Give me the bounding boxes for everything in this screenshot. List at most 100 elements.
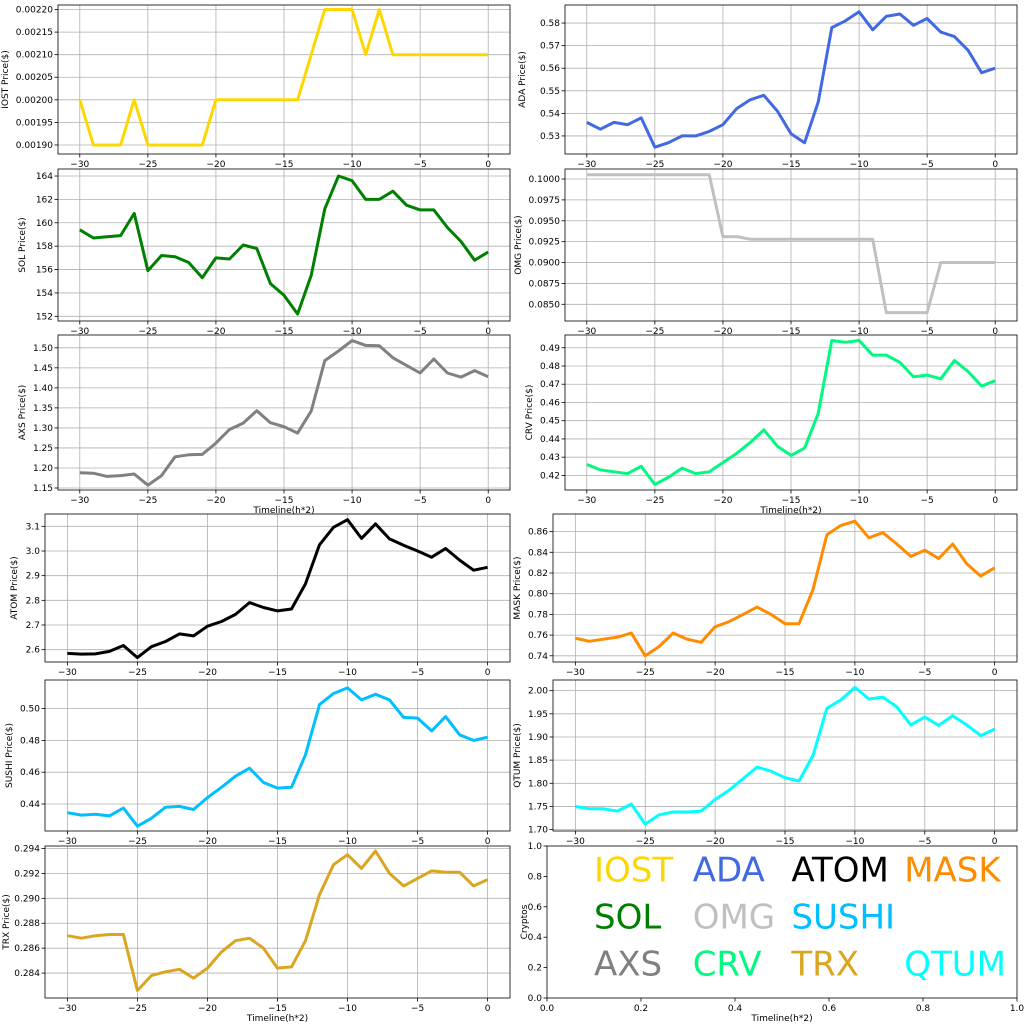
y-axis-label: ATOM Price($) (10, 556, 20, 619)
y-tick-label: 2.00 (528, 687, 548, 697)
y-tick-label: 0.56 (540, 64, 560, 74)
x-tick-label: −25 (128, 837, 147, 847)
x-tick-label: −5 (921, 496, 934, 506)
y-tick-label: 1.15 (33, 484, 53, 494)
x-tick-label: −20 (206, 160, 225, 170)
x-tick-label: −25 (645, 496, 664, 506)
y-tick-label: 0.44 (20, 800, 40, 810)
y-tick-label: 1.80 (528, 779, 548, 789)
y-tick-label: 1.40 (33, 384, 53, 394)
y-tick-label: 0.45 (540, 417, 560, 427)
x-tick-label: −5 (411, 668, 424, 678)
x-tick-label: 0.6 (822, 1004, 837, 1014)
x-tick-label: −30 (577, 327, 596, 337)
y-tick-label: 0.00200 (16, 96, 53, 106)
y-tick-label: 0.46 (20, 768, 40, 778)
y-tick-label: 0.294 (14, 844, 40, 854)
x-tick-label: −30 (577, 496, 596, 506)
y-axis-label: TRX Price($) (2, 894, 12, 950)
y-tick-label: 1.95 (528, 710, 548, 720)
y-tick-label: 0.84 (528, 548, 548, 558)
x-tick-label: −5 (921, 160, 934, 170)
y-tick-label: 0.74 (528, 652, 548, 662)
x-tick-label: 0 (485, 160, 491, 170)
x-tick-label: −15 (782, 327, 801, 337)
x-tick-label: 0.4 (728, 1004, 743, 1014)
x-tick-label: −30 (577, 160, 596, 170)
x-tick-label: −10 (845, 668, 864, 678)
y-tick-label: 0.284 (14, 969, 40, 979)
chart-panel-7: −30 −25 −20 −15 −10 −5 0 0.74 0.76 0.78 0.80 0.82 0.… (513, 513, 1018, 678)
x-tick-label: −30 (70, 160, 89, 170)
series-line-qtum (575, 685, 996, 826)
y-axis-label: MASK Price($) (513, 556, 523, 619)
y-tick-label: 0.0 (528, 994, 543, 1004)
y-tick-label: 1.70 (528, 826, 548, 836)
x-tick-label: −30 (70, 327, 89, 337)
x-axis-label: Timeline(h*2) (252, 506, 314, 516)
legend-label-ada: ADA (693, 850, 765, 890)
y-tick-label: 0.80 (528, 590, 548, 600)
x-tick-label: −30 (566, 668, 585, 678)
x-tick-label: −15 (782, 496, 801, 506)
chart-panel-2: −30 −25 −20 −15 −10 −5 0 152 154 156 158 160 162 164 S… (18, 168, 511, 337)
y-tick-label: 0.1000 (529, 175, 561, 185)
chart-panel-3: −30 −25 −20 −15 −10 −5 0 0.0850 0.0875 0.0900 0.09… (514, 168, 1018, 337)
y-tick-label: 0.78 (528, 610, 548, 620)
legend-label-trx: TRX (790, 945, 859, 985)
series-line-atom (67, 518, 488, 660)
x-tick-label: 0 (485, 327, 491, 337)
x-tick-label: 0 (485, 496, 491, 506)
y-tick-label: 0.0950 (529, 217, 561, 227)
y-tick-label: 1.45 (33, 364, 53, 374)
legend-label-sushi: SUSHI (791, 897, 895, 937)
y-tick-label: 1.25 (33, 444, 53, 454)
y-tick-label: 0.53 (540, 132, 560, 142)
x-tick-label: 0 (992, 668, 998, 678)
x-tick-label: −15 (268, 1004, 287, 1014)
series-line-ada (586, 10, 996, 149)
y-tick-label: 1.35 (33, 404, 53, 414)
y-tick-label: 0.47 (540, 380, 560, 390)
y-tick-label: 0.00205 (16, 73, 53, 83)
y-tick-label: 152 (36, 312, 53, 322)
y-tick-label: 0.54 (540, 109, 560, 119)
series-line-omg (586, 173, 996, 315)
y-tick-label: 1.85 (528, 756, 548, 766)
y-tick-label: 3.0 (26, 547, 41, 557)
x-tick-label: −5 (411, 837, 424, 847)
y-tick-label: 2.9 (26, 572, 41, 582)
x-tick-label: −20 (206, 496, 225, 506)
x-tick-label: −5 (414, 160, 427, 170)
y-tick-label: 0.48 (20, 736, 40, 746)
y-tick-label: 1.0 (528, 842, 543, 852)
y-tick-label: 0.0875 (529, 279, 561, 289)
x-tick-label: −20 (198, 1004, 217, 1014)
x-tick-label: −15 (268, 837, 287, 847)
x-tick-label: 0 (992, 496, 998, 506)
y-tick-label: 0.2 (528, 964, 542, 974)
x-tick-label: −30 (58, 1004, 77, 1014)
legend-label-qtum: QTUM (904, 945, 1006, 985)
legend-label-sol: SOL (594, 897, 661, 937)
chart-panel-8: −30 −25 −20 −15 −10 −5 0 0.44 0.46 0.48 0.50 SUSHI … (5, 679, 511, 847)
x-tick-label: −10 (850, 160, 869, 170)
x-tick-label: 0 (992, 160, 998, 170)
x-tick-label: 0.2 (634, 1004, 648, 1014)
y-tick-label: 0.6 (528, 903, 543, 913)
y-axis-label: CRV Price($) (525, 385, 535, 441)
y-axis-label: ADA Price($) (518, 51, 528, 108)
x-tick-label: −5 (414, 327, 427, 337)
legend-label-atom: ATOM (791, 850, 888, 890)
y-tick-label: 2.7 (26, 621, 40, 631)
x-tick-label: −10 (338, 668, 357, 678)
x-tick-label: −10 (343, 160, 362, 170)
x-tick-label: −15 (275, 160, 294, 170)
y-tick-label: 160 (36, 219, 53, 229)
x-axis-label: Timeline(h*2) (750, 1014, 812, 1024)
y-tick-label: 0.43 (540, 453, 560, 463)
y-tick-label: 0.00220 (16, 6, 53, 16)
y-tick-label: 0.0900 (529, 259, 561, 269)
x-tick-label: −5 (918, 837, 931, 847)
x-tick-label: 1.0 (1010, 1004, 1024, 1014)
